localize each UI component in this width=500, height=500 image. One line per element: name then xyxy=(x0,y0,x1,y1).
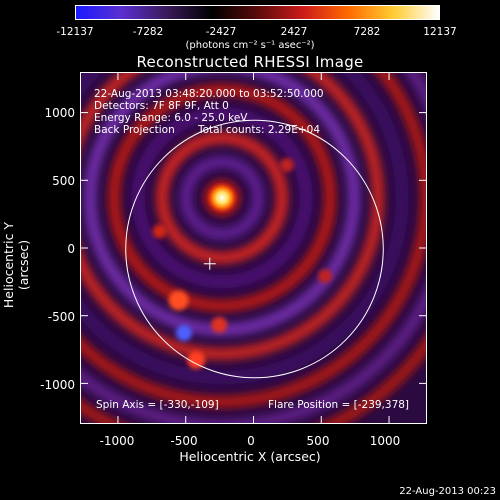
backprojection-ring xyxy=(155,131,289,265)
backprojection-ring xyxy=(179,155,265,241)
x-tick-label: 500 xyxy=(306,434,330,448)
info-method: Back Projection xyxy=(94,124,175,136)
plot-title: Reconstructed RHESSI Image xyxy=(136,53,364,71)
flare-position-label: Flare Position = [-239,378] xyxy=(268,399,410,411)
backprojection-ring xyxy=(81,73,385,361)
emission-blob xyxy=(176,324,193,341)
emission-blob xyxy=(211,316,228,333)
x-tick-label: -1000 xyxy=(99,434,135,448)
info-total-counts: Total counts: 2.29E+04 xyxy=(198,124,321,136)
backprojection-ring xyxy=(81,73,409,385)
spin-axis-marker xyxy=(203,257,216,270)
y-tick-label: 500 xyxy=(52,174,75,188)
emission-blob xyxy=(168,290,189,311)
solar-limb-circle xyxy=(125,119,384,379)
emission-blob xyxy=(187,351,206,370)
info-detectors: Detectors: 7F 8F 9F, Att 0 xyxy=(94,100,229,112)
y-tick-label: -1000 xyxy=(40,378,75,392)
bright-source xyxy=(206,181,239,214)
y-tick-label: -500 xyxy=(47,310,75,324)
colorbar-tick-label: 2427 xyxy=(280,26,308,38)
info-energy-range: Energy Range: 6.0 - 25.0 keV xyxy=(94,112,248,124)
x-tick-label: 0 xyxy=(247,434,255,448)
x-tick-label: -500 xyxy=(170,434,198,448)
colorbar-tick-label: -12137 xyxy=(56,26,94,38)
y-tick-label: 0 xyxy=(67,242,75,256)
y-tick-label: 1000 xyxy=(44,106,75,120)
image-plot: 22-Aug-2013 03:48:20.000 to 03:52:50.000… xyxy=(80,72,427,424)
emission-blob xyxy=(317,269,332,284)
backprojection-ring xyxy=(107,83,337,313)
x-tick-label: 1000 xyxy=(369,434,401,448)
colorbar xyxy=(75,5,440,20)
y-axis-title: Heliocentric Y (arcsec) xyxy=(1,221,31,309)
info-time-range: 22-Aug-2013 03:48:20.000 to 03:52:50.000 xyxy=(94,88,324,100)
backprojection-highlights xyxy=(152,158,332,370)
backprojection-ring xyxy=(131,107,313,289)
rhessi-image xyxy=(81,73,426,423)
colorbar-tick-label: 7282 xyxy=(353,26,381,38)
x-axis-title: Heliocentric X (arcsec) xyxy=(179,449,321,464)
colorbar-units: (photons cm⁻² s⁻¹ asec⁻²) xyxy=(185,40,315,51)
colorbar-tick-label: -7282 xyxy=(132,26,164,38)
emission-blob xyxy=(280,158,295,173)
colorbar-tick-label: -2427 xyxy=(205,26,237,38)
backprojection-ring xyxy=(81,73,426,409)
footer-timestamp: 22-Aug-2013 00:23 xyxy=(399,486,496,497)
emission-blob xyxy=(152,224,167,239)
spin-axis-label: Spin Axis = [-330,-109] xyxy=(96,399,219,411)
colorbar-tick-label: 12137 xyxy=(423,26,457,38)
